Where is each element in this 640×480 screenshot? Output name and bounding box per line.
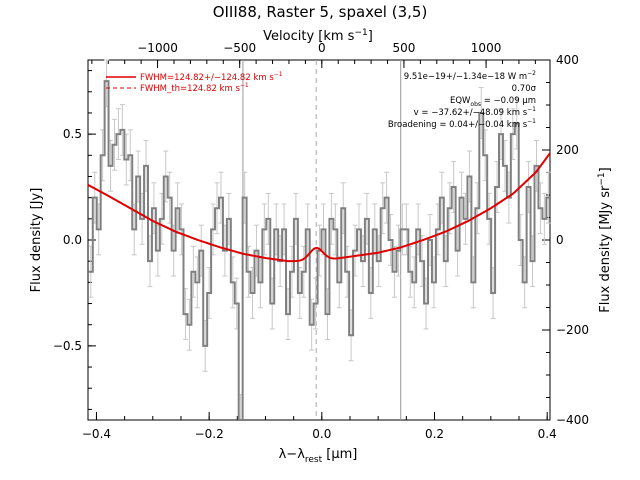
legend-entry-fwhm: FWHM=124.82+/−124.82 km s−1 — [140, 71, 283, 83]
y-tick-label: −0.5 — [53, 339, 82, 353]
top-axis-label-end: ] — [368, 29, 373, 44]
y2-tick-label: 400 — [556, 53, 579, 67]
spectrum-line — [88, 80, 550, 421]
annotation-velocity-sup: −1 — [527, 106, 536, 113]
legend-entry-fwhm-sup: −1 — [274, 71, 283, 78]
top-axis-label-text: Velocity [km s — [263, 29, 355, 44]
x-tick-label: −0.4 — [82, 427, 111, 441]
x-tick-label: 0.4 — [538, 427, 557, 441]
fit-series — [87, 152, 551, 263]
annotation-broadening-text: Broadening = 0.04+/−0.04 km s — [388, 120, 528, 130]
y-tick-label: 0.5 — [63, 127, 82, 141]
y2-axis-label-sup: −1 — [597, 172, 607, 185]
y2-tick-label: −200 — [556, 323, 589, 337]
annotation-velocity-text: v = −37.62+/−48.09 km s — [414, 108, 528, 118]
fit-curve — [87, 152, 551, 263]
annotation-eqw-label: EQW — [450, 96, 471, 106]
legend-entry-fwhm-th: FWHM_th=124.82 km s−1 — [140, 82, 249, 94]
y2-tick-label: 200 — [556, 143, 579, 157]
top-axis-label-sup: −1 — [354, 28, 367, 38]
x-axis-label-sub: rest — [305, 455, 323, 465]
legend-entry-fwhm-th-sup: −1 — [240, 82, 249, 89]
annotation-broadening: Broadening = 0.04+/−0.04 km s−1 — [388, 118, 536, 130]
spectrum-series — [88, 80, 550, 421]
x-axis-label-unit: [μm] — [322, 447, 357, 462]
y2-tick-label: 0 — [556, 233, 564, 247]
velocity-tick-label: −500 — [223, 41, 256, 55]
annotation-flux: 9.51e−19+/−1.34e−18 W m−2 — [404, 70, 536, 82]
x-tick-label: −0.2 — [195, 427, 224, 441]
x-axis-label: λ−λrest [μm] — [279, 447, 358, 465]
y2-axis-label: Flux density [MJy sr−1] — [597, 167, 613, 312]
annotation-eqw: EQWobs = −0.09 μm — [450, 96, 536, 108]
legend: FWHM=124.82+/−124.82 km s−1 FWHM_th=124.… — [106, 71, 283, 94]
y-axis-label: Flux density [Jy] — [29, 188, 44, 293]
annotation-flux-text: 9.51e−19+/−1.34e−18 W m — [404, 72, 527, 82]
legend-entry-fwhm-th-label: FWHM_th=124.82 km s — [140, 84, 240, 94]
velocity-tick-label: 1000 — [471, 41, 502, 55]
x-tick-label: 0.2 — [425, 427, 444, 441]
axis-ticks: −0.4 −0.2 0.0 0.2 0.4 −1000 −500 0 500 1000 −0.5 0.… — [53, 41, 589, 441]
top-axis-label: Velocity [km s−1] — [263, 28, 373, 44]
annotation-broadening-sup: −1 — [527, 118, 536, 125]
y-tick-label: 0.0 — [63, 233, 82, 247]
annotation-eqw-sub: obs — [470, 101, 481, 108]
x-tick-label: 0.0 — [312, 427, 331, 441]
chart-title: OIII88, Raster 5, spaxel (3,5) — [213, 3, 428, 21]
y2-tick-label: −400 — [556, 413, 589, 427]
velocity-tick-label: 500 — [392, 41, 415, 55]
fit-annotations: 9.51e−19+/−1.34e−18 W m−2 0.70σ EQWobs =… — [388, 70, 537, 130]
legend-entry-fwhm-label: FWHM=124.82+/−124.82 km s — [140, 73, 274, 83]
annotation-sigma: 0.70σ — [512, 84, 537, 94]
velocity-tick-label: 0 — [318, 41, 326, 55]
velocity-tick-label: −1000 — [137, 41, 178, 55]
x-axis-label-text: λ−λ — [279, 447, 306, 462]
y2-axis-label-text: Flux density [MJy sr — [598, 185, 613, 313]
y2-axis-label-end: ] — [598, 167, 613, 172]
annotation-flux-sup: −2 — [527, 70, 536, 77]
annotation-velocity: v = −37.62+/−48.09 km s−1 — [414, 106, 537, 118]
annotation-eqw-value: = −0.09 μm — [481, 96, 536, 106]
